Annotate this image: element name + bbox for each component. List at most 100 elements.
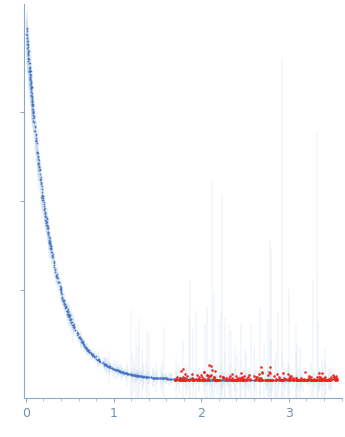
Point [267, 376, 272, 383]
Point [71, 324, 77, 331]
Point [27, 63, 32, 70]
Point [79, 338, 85, 345]
Point [66, 311, 71, 318]
Point [161, 375, 166, 382]
Point [42, 208, 47, 215]
Point [74, 328, 79, 335]
Point [319, 376, 324, 383]
Point [120, 369, 126, 376]
Point [58, 288, 64, 295]
Point [128, 371, 134, 378]
Point [133, 372, 138, 379]
Point [214, 376, 219, 383]
Point [77, 334, 82, 341]
Point [151, 374, 157, 381]
Point [208, 376, 214, 383]
Point [24, 31, 30, 38]
Point [244, 376, 250, 383]
Point [318, 376, 324, 383]
Point [167, 375, 172, 382]
Point [27, 76, 33, 83]
Point [191, 376, 197, 383]
Point [75, 330, 80, 337]
Point [41, 200, 47, 207]
Point [154, 375, 159, 382]
Point [216, 376, 221, 383]
Point [146, 374, 151, 381]
Point [145, 374, 151, 381]
Point [209, 376, 215, 383]
Point [81, 342, 87, 349]
Point [220, 376, 226, 383]
Point [270, 376, 276, 383]
Point [51, 253, 56, 260]
Point [258, 376, 263, 383]
Point [199, 376, 205, 383]
Point [85, 345, 90, 352]
Point [306, 376, 311, 383]
Point [29, 83, 34, 90]
Point [62, 302, 68, 309]
Point [28, 80, 33, 87]
Point [104, 362, 110, 369]
Point [89, 351, 95, 358]
Point [184, 376, 189, 383]
Point [28, 88, 34, 95]
Point [181, 375, 186, 382]
Point [180, 365, 186, 372]
Point [174, 375, 179, 382]
Point [134, 372, 139, 379]
Point [276, 376, 281, 383]
Point [334, 372, 339, 379]
Point [107, 364, 112, 371]
Point [269, 376, 274, 383]
Point [301, 376, 307, 383]
Point [118, 368, 124, 375]
Point [333, 375, 339, 382]
Point [262, 376, 267, 383]
Point [119, 369, 125, 376]
Point [159, 375, 165, 382]
Point [286, 374, 292, 381]
Point [61, 298, 66, 305]
Point [203, 376, 208, 383]
Point [265, 371, 270, 378]
Point [311, 376, 316, 383]
Point [37, 167, 42, 174]
Point [191, 376, 197, 383]
Point [227, 376, 233, 383]
Point [56, 278, 61, 285]
Point [326, 376, 332, 383]
Point [308, 374, 314, 381]
Point [51, 259, 57, 266]
Point [247, 375, 253, 382]
Point [49, 253, 55, 260]
Point [329, 375, 335, 382]
Point [258, 364, 264, 371]
Point [301, 376, 306, 383]
Point [47, 242, 53, 249]
Point [198, 371, 204, 378]
Point [310, 376, 315, 383]
Point [70, 321, 76, 328]
Point [309, 376, 314, 383]
Point [237, 376, 243, 383]
Point [207, 372, 213, 379]
Point [326, 376, 332, 383]
Point [179, 376, 185, 383]
Point [290, 376, 296, 383]
Point [278, 376, 284, 383]
Point [36, 160, 41, 166]
Point [224, 376, 229, 383]
Point [231, 376, 236, 383]
Point [183, 376, 188, 383]
Point [315, 376, 320, 383]
Point [62, 300, 67, 307]
Point [218, 376, 224, 383]
Point [93, 356, 99, 363]
Point [106, 363, 111, 370]
Point [29, 84, 34, 91]
Point [71, 322, 76, 329]
Point [220, 373, 226, 380]
Point [54, 272, 59, 279]
